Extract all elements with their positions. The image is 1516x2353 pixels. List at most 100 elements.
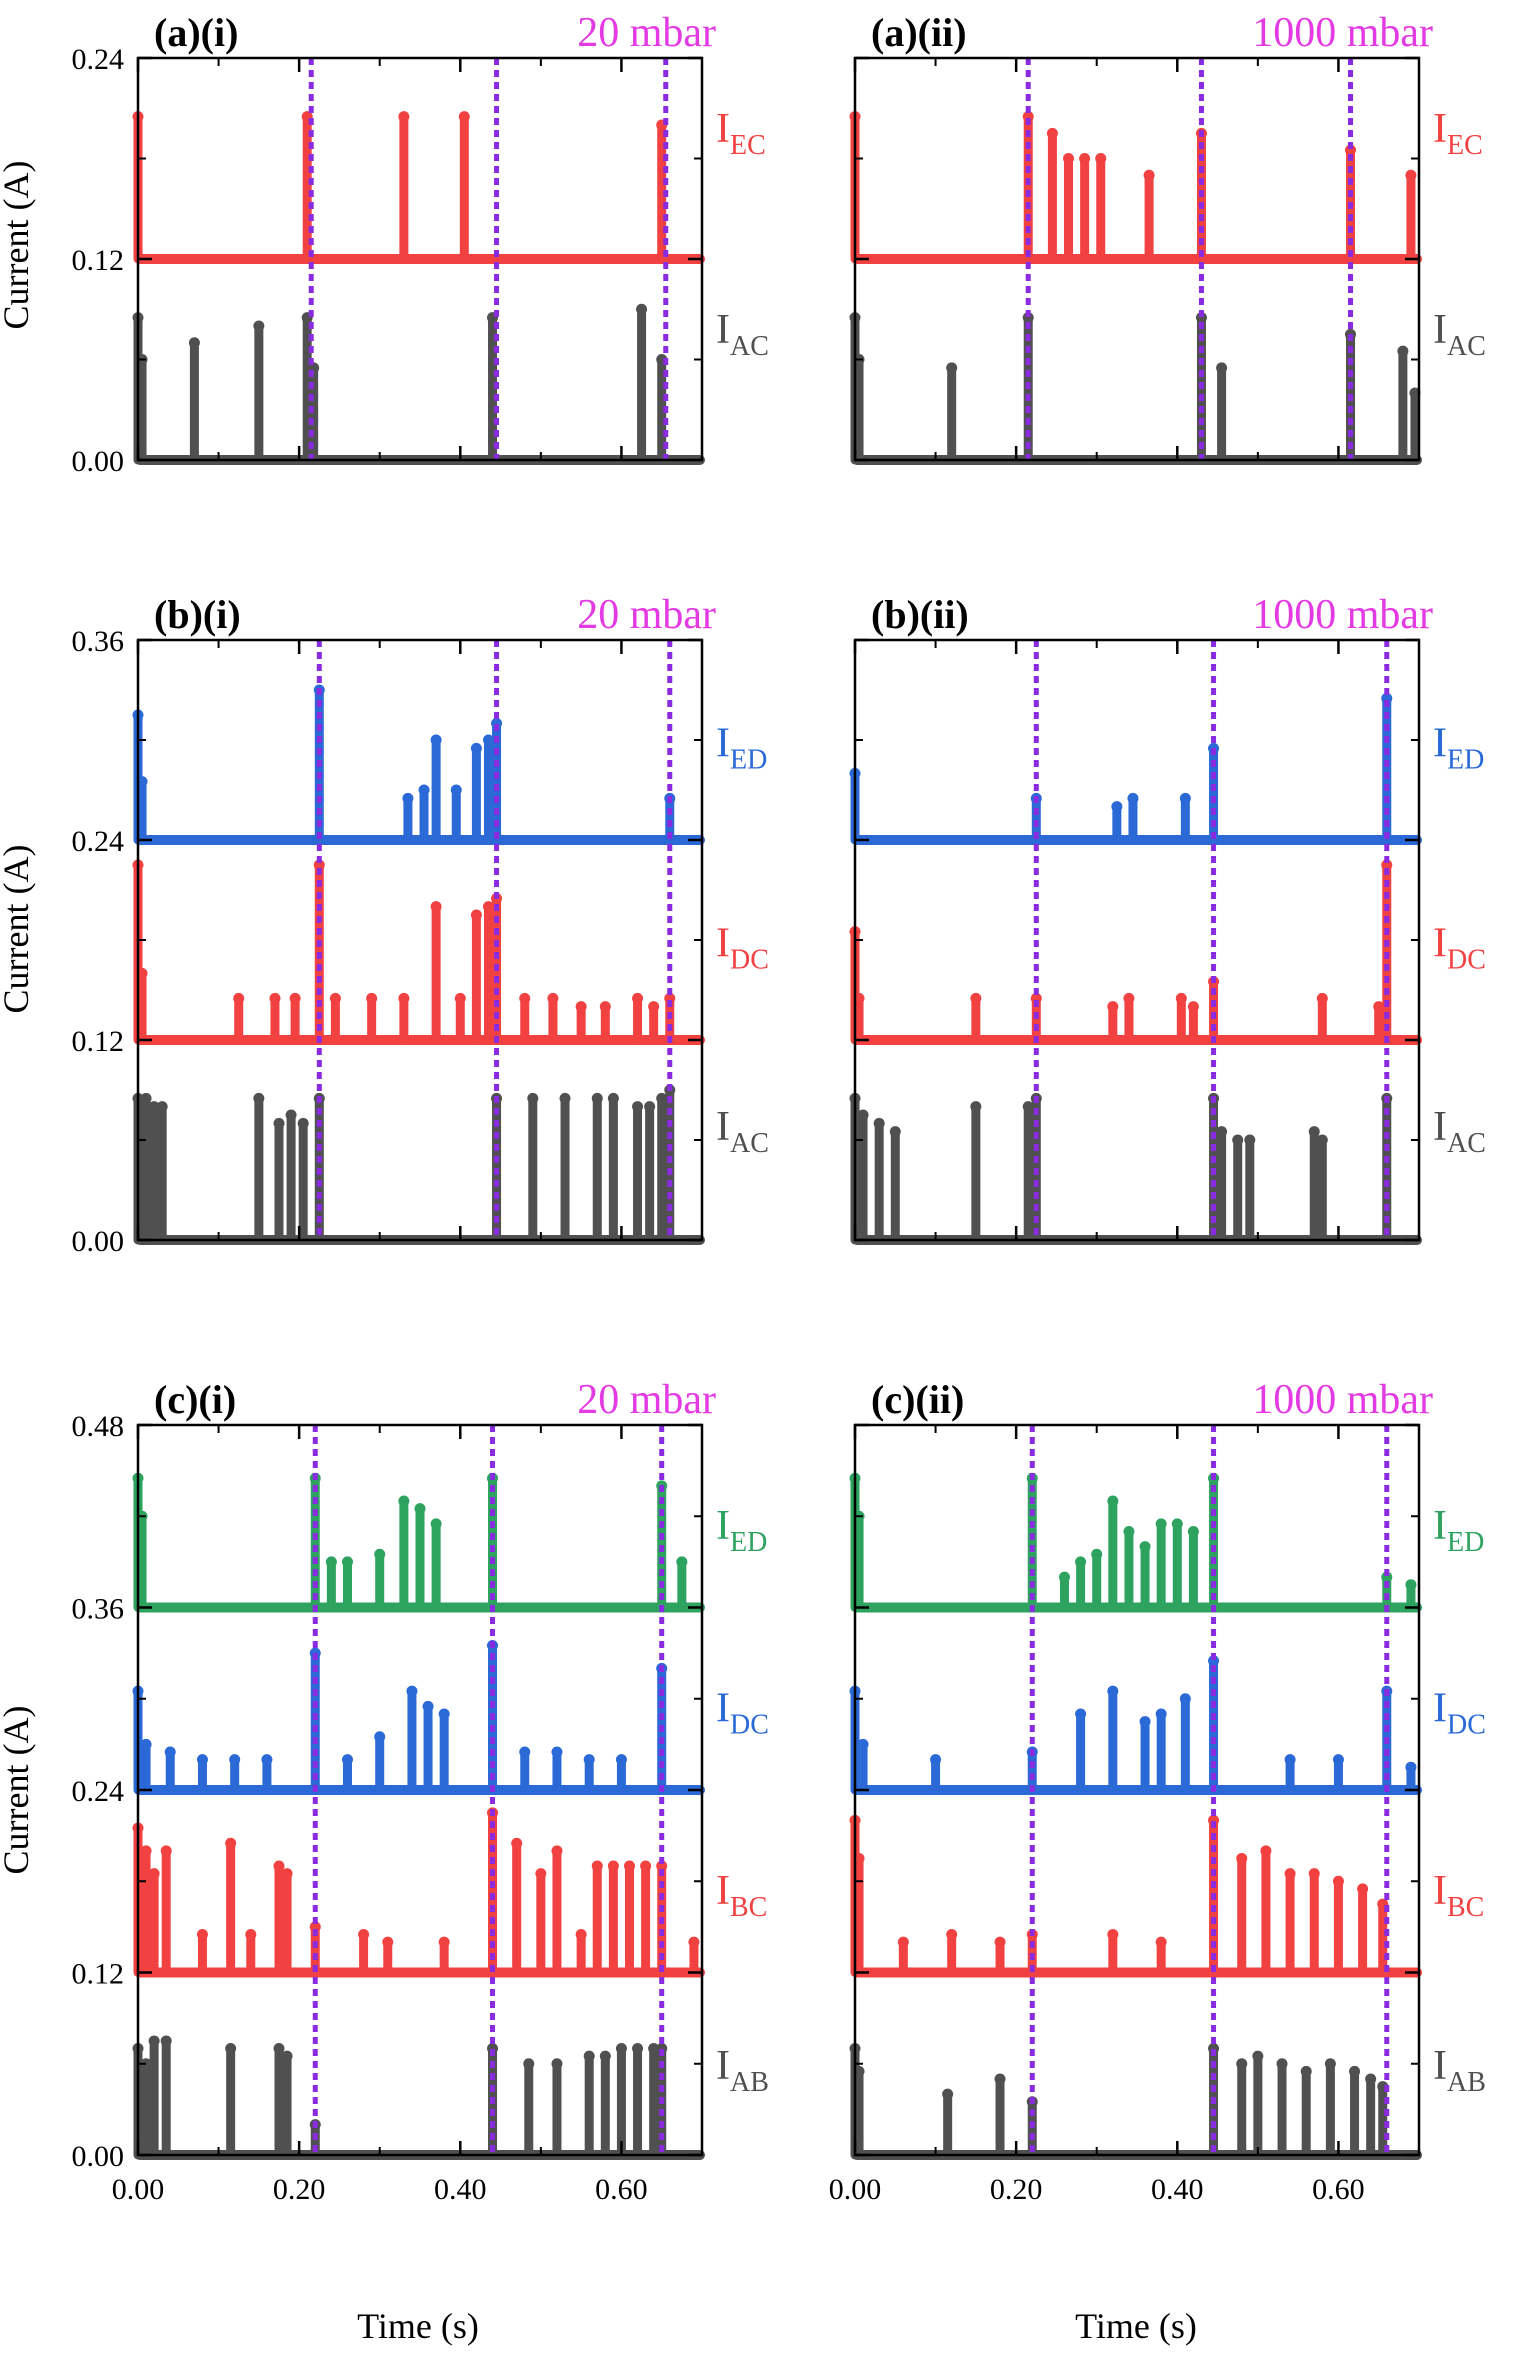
burst-peak-point <box>853 1852 865 1864</box>
burst-peak-point <box>1107 1928 1119 1940</box>
burst-peak-point <box>1236 2058 1248 2070</box>
burst-peak-point <box>1208 1814 1220 1826</box>
burst-peak-point <box>366 992 378 1004</box>
series-label-subscript: AC <box>730 331 769 362</box>
burst-peak-point <box>607 1092 619 1104</box>
burst-peak-point <box>942 2088 954 2100</box>
burst-peak-point <box>414 1503 426 1515</box>
burst-peak-point <box>1308 1868 1320 1880</box>
burst-peak-point <box>656 2043 668 2055</box>
burst-peak-point <box>623 1860 635 1872</box>
burst-peak-point <box>160 2035 172 2047</box>
burst-peak-point <box>1405 1761 1417 1773</box>
burst-peak-point <box>188 337 200 349</box>
burst-peak-point <box>233 992 245 1004</box>
y-tick-label: 0.12 <box>72 244 125 277</box>
burst-peak-point <box>1123 992 1135 1004</box>
burst-peak-point <box>1022 312 1034 324</box>
burst-peak-point <box>285 1109 297 1121</box>
burst-peak-point <box>398 992 410 1004</box>
y-tick-label: 0.24 <box>72 825 125 858</box>
burst-peak-point <box>140 1845 152 1857</box>
burst-peak-point <box>1046 127 1058 139</box>
burst-peak-point <box>140 1092 152 1104</box>
series-label-subscript: AC <box>1447 1128 1486 1159</box>
burst-peak-point <box>450 784 462 796</box>
x-tick-label: 0.60 <box>1312 2173 1365 2206</box>
series-label-subscript: EC <box>730 130 766 161</box>
burst-peak-point <box>156 1101 168 1113</box>
burst-peak-point <box>1075 1556 1087 1568</box>
y-tick-label: 0.12 <box>72 1025 125 1058</box>
burst-peak-point <box>1179 792 1191 804</box>
burst-peak-point <box>636 303 648 315</box>
burst-peak-point <box>551 1746 563 1758</box>
burst-peak-point <box>994 1936 1006 1948</box>
burst-peak-point <box>245 1928 257 1940</box>
burst-peak-point <box>1324 2058 1336 2070</box>
burst-peak-point <box>229 1754 241 1766</box>
burst-peak-point <box>1236 1852 1248 1864</box>
burst-peak-point <box>1063 153 1075 164</box>
burst-peak-point <box>341 1556 353 1568</box>
burst-peak-point <box>269 992 281 1004</box>
pressure-label: 20 mbar <box>577 592 716 638</box>
series-label-subscript: EC <box>1447 130 1483 161</box>
burst-peak-point <box>1373 1001 1385 1013</box>
burst-peak-point <box>430 901 442 913</box>
burst-peak-point <box>1260 1845 1272 1857</box>
burst-peak-point <box>599 1001 611 1013</box>
burst-peak-point <box>341 1754 353 1766</box>
burst-peak-point <box>402 792 414 804</box>
burst-peak-point <box>273 1117 285 1129</box>
series-label-subscript: BC <box>730 1892 767 1923</box>
burst-peak-point <box>583 2050 595 2062</box>
burst-peak-point <box>519 1746 531 1758</box>
burst-peak-point <box>857 1738 869 1750</box>
burst-peak-point <box>482 734 494 746</box>
burst-peak-point <box>325 1556 337 1568</box>
burst-peak-point <box>853 992 865 1004</box>
x-axis-label-right: Time (s) <box>1075 2306 1197 2346</box>
panel-label: (b)(i) <box>154 592 241 637</box>
burst-peak-point <box>1123 1525 1135 1537</box>
burst-peak-point <box>382 1936 394 1948</box>
y-tick-label: 0.36 <box>72 1593 125 1626</box>
burst-peak-point <box>1107 1001 1119 1013</box>
burst-peak-point <box>946 1928 958 1940</box>
burst-peak-point <box>491 717 503 729</box>
y-tick-label: 0.36 <box>72 625 125 658</box>
burst-peak-point <box>632 1101 644 1113</box>
burst-peak-point <box>281 1868 293 1880</box>
burst-peak-point <box>374 1548 386 1560</box>
burst-peak-point <box>1208 1655 1220 1667</box>
burst-peak-point <box>1171 1518 1183 1530</box>
burst-peak-point <box>422 1700 434 1712</box>
burst-peak-point <box>1030 992 1042 1004</box>
x-tick-label: 0.40 <box>434 2173 487 2206</box>
burst-peak-point <box>1179 1693 1191 1705</box>
burst-peak-point <box>406 1685 418 1697</box>
burst-peak-point <box>313 859 325 871</box>
burst-peak-point <box>281 2050 293 2062</box>
burst-peak-point <box>523 2058 535 2070</box>
burst-peak-point <box>970 992 982 1004</box>
pressure-label: 20 mbar <box>577 10 716 56</box>
burst-peak-point <box>1332 1754 1344 1766</box>
burst-peak-point <box>1143 169 1155 181</box>
burst-peak-point <box>487 2043 499 2055</box>
burst-peak-point <box>519 992 531 1004</box>
pressure-label: 1000 mbar <box>1252 592 1433 638</box>
x-tick-label: 0.00 <box>829 2173 882 2206</box>
burst-peak-point <box>1284 1868 1296 1880</box>
burst-peak-point <box>559 1092 571 1104</box>
series-label-subscript: AC <box>1447 331 1486 362</box>
series-dc <box>132 859 705 1045</box>
burst-peak-point <box>664 992 676 1004</box>
x-tick-label: 0.20 <box>273 2173 326 2206</box>
burst-peak-point <box>1195 312 1207 324</box>
burst-peak-point <box>615 2043 627 2055</box>
